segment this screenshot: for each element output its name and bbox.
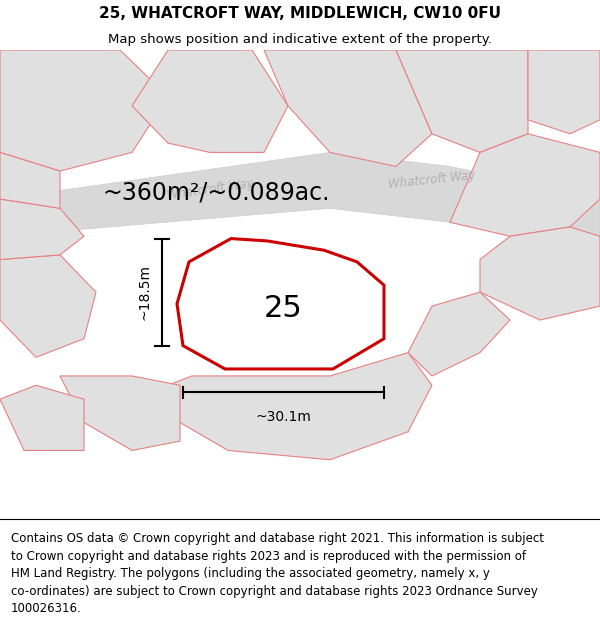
Text: ~360m²/~0.089ac.: ~360m²/~0.089ac. (102, 180, 330, 204)
Text: Whatcroft Way: Whatcroft Way (166, 177, 254, 202)
Text: ~18.5m: ~18.5m (137, 264, 151, 320)
Text: Contains OS data © Crown copyright and database right 2021. This information is : Contains OS data © Crown copyright and d… (11, 532, 544, 545)
Polygon shape (177, 239, 384, 369)
Polygon shape (408, 292, 510, 376)
Text: 25: 25 (264, 294, 302, 323)
Polygon shape (528, 50, 600, 134)
Polygon shape (0, 255, 96, 357)
Polygon shape (0, 199, 84, 259)
Text: co-ordinates) are subject to Crown copyright and database rights 2023 Ordnance S: co-ordinates) are subject to Crown copyr… (11, 584, 538, 598)
Polygon shape (204, 258, 345, 343)
Text: 100026316.: 100026316. (11, 602, 82, 615)
Polygon shape (264, 50, 432, 166)
Text: Whatcroft Way: Whatcroft Way (388, 169, 476, 191)
Polygon shape (168, 352, 432, 460)
Text: to Crown copyright and database rights 2023 and is reproduced with the permissio: to Crown copyright and database rights 2… (11, 549, 526, 562)
Polygon shape (450, 134, 600, 236)
Polygon shape (0, 152, 60, 208)
Text: 25, WHATCROFT WAY, MIDDLEWICH, CW10 0FU: 25, WHATCROFT WAY, MIDDLEWICH, CW10 0FU (99, 6, 501, 21)
Text: HM Land Registry. The polygons (including the associated geometry, namely x, y: HM Land Registry. The polygons (includin… (11, 567, 490, 580)
Polygon shape (0, 385, 84, 451)
Text: ~30.1m: ~30.1m (256, 410, 311, 424)
Polygon shape (396, 50, 528, 152)
Polygon shape (480, 227, 600, 320)
Polygon shape (60, 376, 180, 451)
Text: Map shows position and indicative extent of the property.: Map shows position and indicative extent… (108, 32, 492, 46)
Polygon shape (0, 50, 168, 171)
Polygon shape (132, 50, 288, 152)
Polygon shape (0, 152, 600, 236)
